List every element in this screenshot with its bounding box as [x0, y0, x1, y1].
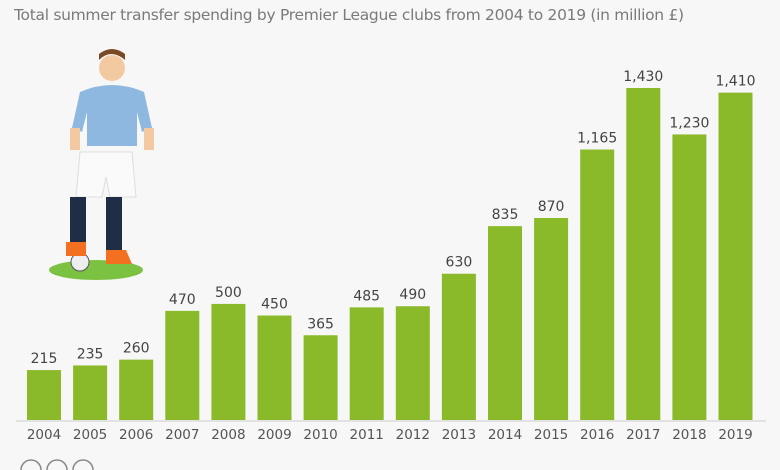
bar-2009	[257, 315, 292, 420]
data-label: 485	[353, 288, 380, 304]
data-label: 1,165	[577, 131, 617, 147]
bar-2010	[303, 335, 338, 420]
x-tick-label: 2008	[211, 427, 245, 443]
data-label: 365	[307, 316, 334, 332]
data-label: 260	[123, 341, 150, 357]
x-tick-label: 2015	[534, 427, 568, 443]
x-tick-label: 2017	[626, 427, 660, 443]
chart-subtitle: Total summer transfer spending by Premie…	[14, 6, 684, 24]
x-tick-label: 2013	[442, 427, 476, 443]
data-label: 630	[446, 255, 473, 271]
x-tick-label: 2010	[303, 427, 337, 443]
data-label: 1,430	[623, 69, 663, 85]
bar-2007	[165, 310, 200, 420]
bar-2016	[580, 149, 615, 420]
attribution-icon	[46, 459, 68, 470]
bar-2013	[441, 273, 476, 420]
data-label: 215	[31, 351, 58, 367]
x-tick-label: 2012	[396, 427, 430, 443]
bar-2019	[718, 92, 753, 420]
data-label: 835	[492, 207, 519, 223]
bar-2004	[27, 370, 61, 420]
bar-2011	[349, 307, 384, 420]
data-label: 1,230	[669, 115, 709, 131]
x-tick-label: 2014	[488, 427, 522, 443]
data-label: 1,410	[715, 74, 755, 90]
football-player-illustration	[49, 49, 154, 280]
cc-license-icon	[20, 459, 42, 470]
data-label: 235	[77, 346, 104, 362]
data-label: 500	[215, 285, 242, 301]
bar-2005	[73, 365, 108, 420]
x-tick-label: 2004	[27, 427, 61, 443]
x-tick-label: 2016	[580, 427, 614, 443]
bar-2015	[534, 218, 569, 420]
x-tick-label: 2018	[672, 427, 706, 443]
x-tick-label: 2011	[350, 427, 384, 443]
data-label: 870	[538, 199, 565, 215]
x-tick-label: 2005	[73, 427, 107, 443]
data-label: 450	[261, 297, 288, 313]
x-tick-label: 2006	[119, 427, 153, 443]
bar-2012	[395, 306, 430, 420]
bar-2014	[488, 226, 522, 420]
bar-2006	[119, 359, 154, 420]
x-tick-label: 2019	[718, 427, 752, 443]
bar-2018	[672, 134, 707, 420]
x-tick-label: 2007	[165, 427, 199, 443]
bar-2017	[626, 88, 661, 420]
data-label: 470	[169, 292, 196, 308]
no-derivatives-icon	[72, 459, 94, 470]
bar-2008	[211, 303, 246, 420]
data-label: 490	[399, 287, 426, 303]
x-tick-label: 2009	[257, 427, 291, 443]
footer-icons	[20, 459, 94, 470]
